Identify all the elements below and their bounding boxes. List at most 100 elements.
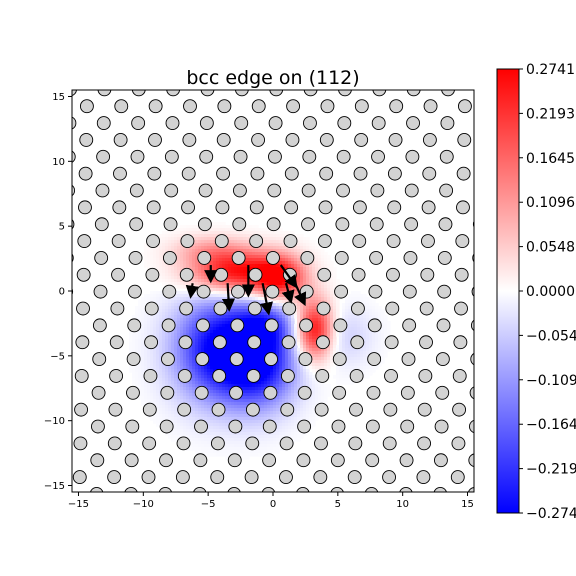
heatmap-cell [144, 363, 148, 367]
heatmap-cell [279, 267, 283, 271]
heatmap-cell [294, 438, 298, 442]
heatmap-cell [267, 234, 271, 238]
heatmap-cell [165, 231, 169, 235]
heatmap-cell [207, 297, 211, 301]
heatmap-cell [177, 384, 181, 388]
heatmap-cell [225, 324, 229, 328]
heatmap-cell [300, 237, 304, 241]
heatmap-cell [195, 348, 199, 352]
heatmap-cell [360, 348, 364, 352]
heatmap-cell [246, 261, 250, 265]
heatmap-cell [258, 381, 262, 385]
heatmap-cell [210, 453, 214, 457]
heatmap-cell [273, 303, 277, 307]
heatmap-cell [231, 333, 235, 337]
heatmap-cell [354, 333, 358, 337]
heatmap-cell [216, 399, 220, 403]
heatmap-cell [249, 228, 253, 232]
heatmap-cell [369, 336, 373, 340]
heatmap-cell [261, 450, 265, 454]
heatmap-cell [276, 384, 280, 388]
heatmap-cell [246, 327, 250, 331]
heatmap-cell [285, 381, 289, 385]
heatmap-cell [303, 432, 307, 436]
heatmap-cell [366, 363, 370, 367]
heatmap-cell [159, 408, 163, 412]
heatmap-cell [189, 327, 193, 331]
heatmap-cell [195, 408, 199, 412]
heatmap-cell [309, 366, 313, 370]
heatmap-cell [153, 258, 157, 262]
heatmap-cell [240, 414, 244, 418]
heatmap-cell [150, 258, 154, 262]
heatmap-cell [270, 438, 274, 442]
heatmap-cell [258, 447, 262, 451]
heatmap-cell [177, 378, 181, 382]
heatmap-cell [282, 396, 286, 400]
heatmap-cell [213, 261, 217, 265]
heatmap-cell [378, 363, 382, 367]
heatmap-cell [177, 297, 181, 301]
heatmap-cell [189, 351, 193, 355]
heatmap-cell [294, 327, 298, 331]
heatmap-cell [285, 426, 289, 430]
heatmap-cell [243, 333, 247, 337]
heatmap-cell [264, 261, 268, 265]
heatmap-cell [246, 432, 250, 436]
heatmap-cell [312, 291, 316, 295]
heatmap-cell [372, 300, 376, 304]
heatmap-cell [159, 372, 163, 376]
heatmap-cell [315, 345, 319, 349]
heatmap-cell [288, 366, 292, 370]
heatmap-cell [261, 258, 265, 262]
heatmap-cell [330, 267, 334, 271]
heatmap-cell [135, 384, 139, 388]
heatmap-cell [255, 288, 259, 292]
heatmap-cell [138, 318, 142, 322]
heatmap-cell [189, 348, 193, 352]
heatmap-cell [315, 297, 319, 301]
heatmap-cell [381, 309, 385, 313]
heatmap-cell [210, 255, 214, 259]
heatmap-cell [357, 324, 361, 328]
heatmap-cell [360, 297, 364, 301]
heatmap-cell [186, 357, 190, 361]
heatmap-cell [186, 426, 190, 430]
heatmap-cell [162, 252, 166, 256]
heatmap-cell [165, 372, 169, 376]
heatmap-cell [210, 285, 214, 289]
heatmap-cell [288, 420, 292, 424]
heatmap-cell [159, 342, 163, 346]
heatmap-cell [282, 261, 286, 265]
heatmap-cell [243, 351, 247, 355]
heatmap-cell [303, 309, 307, 313]
heatmap-cell [135, 339, 139, 343]
heatmap-cell [366, 372, 370, 376]
heatmap-cell [378, 315, 382, 319]
heatmap-cell [198, 405, 202, 409]
heatmap-cell [186, 348, 190, 352]
heatmap-cell [264, 234, 268, 238]
heatmap-cell [207, 366, 211, 370]
heatmap-cell [192, 405, 196, 409]
heatmap-cell [225, 225, 229, 229]
heatmap-cell [210, 321, 214, 325]
heatmap-cell [198, 279, 202, 283]
heatmap-cell [309, 384, 313, 388]
heatmap-cell [204, 405, 208, 409]
heatmap-cell [240, 249, 244, 253]
heatmap-cell [162, 381, 166, 385]
heatmap-cell [177, 417, 181, 421]
heatmap-cell [180, 399, 184, 403]
heatmap-cell [159, 309, 163, 313]
heatmap-cell [192, 396, 196, 400]
heatmap-cell [330, 333, 334, 337]
heatmap-cell [195, 264, 199, 268]
heatmap-cell [315, 384, 319, 388]
heatmap-cell [276, 303, 280, 307]
heatmap-cell [294, 261, 298, 265]
heatmap-cell [174, 348, 178, 352]
heatmap-cell [273, 399, 277, 403]
heatmap-cell [174, 231, 178, 235]
heatmap-cell [270, 270, 274, 274]
